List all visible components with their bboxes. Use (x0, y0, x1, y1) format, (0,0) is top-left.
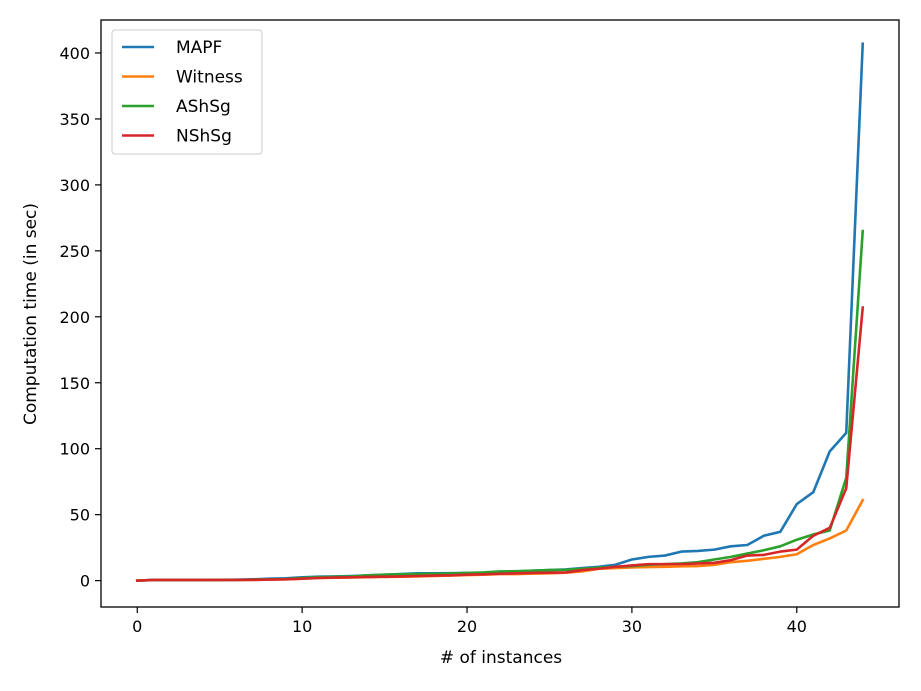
series-layer (135, 42, 865, 582)
y-tick-label: 400 (59, 44, 90, 63)
y-tick-label: 350 (59, 110, 90, 129)
legend-box (111, 29, 263, 155)
y-tick-label: 200 (59, 308, 90, 327)
legend-label-witness: Witness (176, 68, 243, 88)
y-tick-label: 0 (80, 572, 90, 591)
series-line-nshsg (135, 306, 865, 582)
legend: MAPF Witness AShSg NShSg (111, 29, 263, 155)
y-tick-label: 150 (59, 374, 90, 393)
x-tick-label: 30 (622, 617, 642, 636)
legend-label-nshsg: NShSg (176, 127, 232, 147)
axes-frame (100, 19, 900, 608)
x-tick-label: 20 (457, 617, 477, 636)
legend-label-ashsg: AShSg (176, 97, 231, 117)
y-tick-label: 50 (70, 506, 90, 525)
legend-label-mapf: MAPF (176, 38, 222, 58)
y-axis-label: Computation time (in sec) (21, 203, 41, 425)
y-tick-label: 250 (59, 242, 90, 261)
x-tick-label: 10 (292, 617, 312, 636)
x-tick-label: 0 (132, 617, 142, 636)
y-tick-label: 300 (59, 176, 90, 195)
y-tick-label: 100 (59, 440, 90, 459)
x-axis-label: # of instances (440, 648, 562, 668)
x-tick-label: 40 (787, 617, 807, 636)
